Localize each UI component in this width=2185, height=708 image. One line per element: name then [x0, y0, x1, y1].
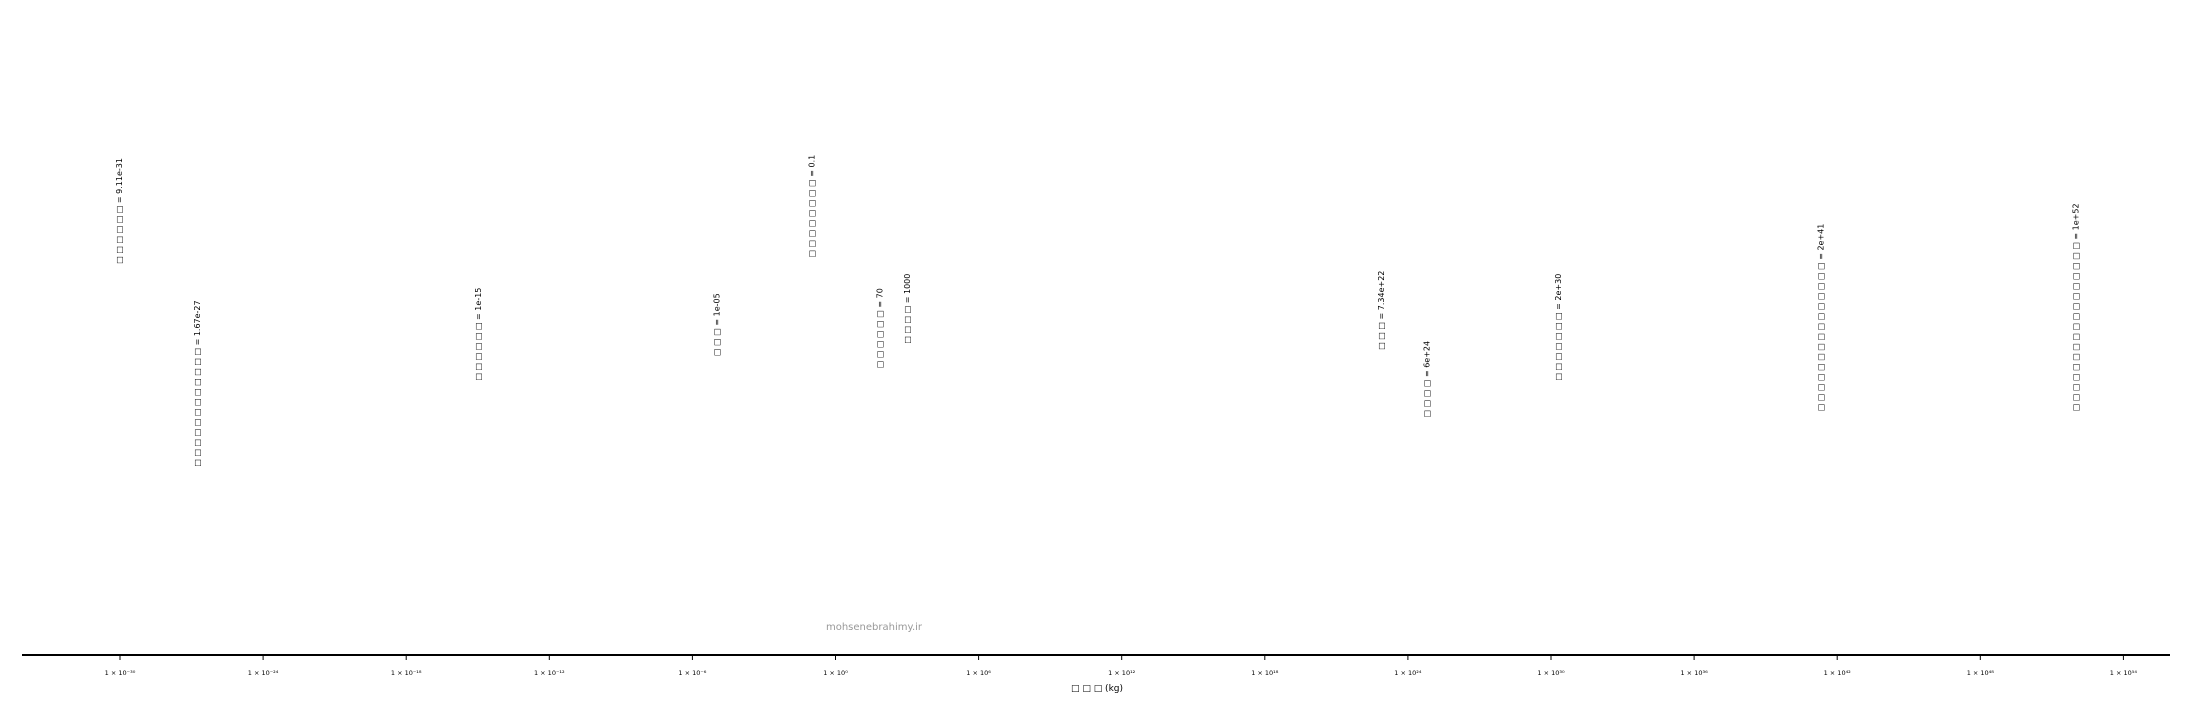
data-point-label: □ □ □ □ □ □ = 1e-15 — [474, 288, 483, 381]
x-tick-label: 1 × 10⁵⁴ — [2110, 669, 2138, 677]
x-tick-label: 1 × 10³⁶ — [1680, 669, 1708, 677]
x-axis-ticks: 1 × 10⁻³⁰ 1 × 10⁻²⁴ 1 × 10⁻¹⁸ 1 × 10⁻¹² 1 × … — [105, 655, 2138, 677]
x-tick-label: 1 × 10⁻⁶ — [678, 669, 706, 677]
x-tick-label: 1 × 10⁻²⁴ — [248, 669, 279, 677]
x-tick-label: 1 × 10⁻³⁰ — [105, 669, 136, 677]
data-point-label: □ □ □ □ □ □ = 70 — [876, 288, 885, 368]
data-point-label: □ □ □ □ □ □ □ = 2e+30 — [1554, 274, 1563, 381]
watermark: mohsenebrahimy.ir — [826, 622, 923, 633]
x-tick-label: 1 × 10¹² — [1108, 669, 1136, 677]
data-point-label: □ □ □ □ = 6e+24 — [1422, 341, 1431, 418]
data-point-label: □ □ □ □ □ □ □ □ □ □ □ □ □ □ □ □ □ = 1e+5… — [2072, 203, 2081, 411]
x-tick-label: 1 × 10¹⁸ — [1251, 669, 1279, 677]
x-tick-label: 1 × 10³⁰ — [1537, 669, 1565, 677]
x-tick-label: 1 × 10⁰ — [823, 669, 848, 677]
x-tick-label: 1 × 10⁴⁸ — [1967, 669, 1995, 677]
data-point-label: □ □ □ = 7.34e+22 — [1377, 271, 1386, 350]
data-point-label: □ □ □ □ □ □ □ □ □ □ □ □ □ □ □ = 2e+41 — [1817, 224, 1826, 412]
x-axis-label: □ □ □ (kg) — [1071, 684, 1123, 694]
data-point-label: □ □ □ □ □ □ = 9.11e-31 — [115, 158, 124, 264]
x-tick-label: 1 × 10⁴² — [1824, 669, 1852, 677]
x-tick-label: 1 × 10²⁴ — [1394, 669, 1422, 677]
x-tick-label: 1 × 10⁻¹² — [534, 669, 565, 677]
mark-labels: □ □ □ □ □ □ = 9.11e-31 □ □ □ □ □ □ □ □ □ … — [115, 155, 2081, 467]
data-point-label: □ □ □ □ □ □ □ □ □ □ □ □ = 1.67e-27 — [193, 300, 202, 466]
x-tick-label: 1 × 10⁶ — [966, 669, 991, 677]
data-point-label: □ □ □ □ □ □ □ □ = 0.1 — [808, 155, 817, 258]
data-point-label: □ □ □ □ = 1000 — [903, 274, 912, 344]
data-point-label: □ □ □ = 1e-05 — [712, 293, 721, 356]
x-tick-label: 1 × 10⁻¹⁸ — [391, 669, 422, 677]
